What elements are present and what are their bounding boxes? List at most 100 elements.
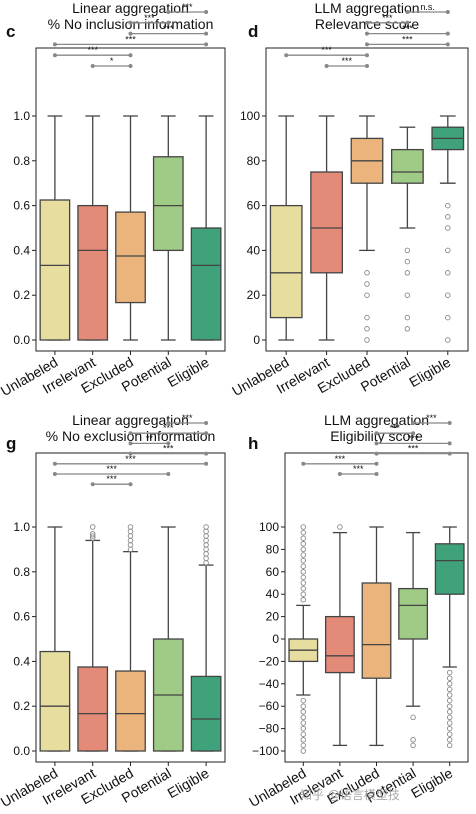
outlier-point [404, 326, 411, 332]
outlier-point [300, 541, 307, 547]
outlier-point [446, 669, 453, 676]
outlier-point [89, 533, 96, 539]
box-iqr [152, 156, 184, 252]
y-tick-label: 40 [247, 243, 261, 257]
outlier-point [404, 314, 411, 321]
outlier-point [127, 542, 134, 548]
outlier-point [446, 697, 453, 704]
box-iqr [361, 582, 392, 679]
significance-label: *** [106, 474, 117, 484]
box-iqr [39, 199, 71, 341]
box-potential [152, 526, 184, 752]
outlier-point [300, 535, 307, 541]
significance-label: *** [106, 464, 117, 474]
bracket-end-dot [166, 10, 171, 14]
outlier-point [364, 326, 370, 332]
outlier-point [446, 720, 453, 726]
chart-title-line-2: Eligibility score [330, 428, 423, 444]
significance-bracket: *** [52, 34, 209, 47]
panel-letter-d: d [248, 22, 258, 41]
significance-bracket: *** [301, 454, 379, 466]
bracket-end-dot [52, 42, 57, 47]
significance-bracket: *** [166, 413, 209, 425]
significance-label: *** [87, 45, 98, 55]
outlier-point [404, 247, 411, 254]
box-eligible [434, 526, 465, 749]
bracket-end-dot [447, 441, 452, 446]
bracket-end-dot [204, 31, 209, 36]
significance-bracket: * [90, 56, 133, 68]
panel-letter-h: h [248, 434, 258, 453]
bracket-end-dot [447, 451, 452, 456]
bracket-end-dot [445, 42, 450, 47]
significance-label: *** [402, 24, 413, 34]
box-unlabeled [39, 115, 71, 341]
y-tick-label: 0.8 [13, 154, 30, 168]
y-tick-label: −100 [252, 744, 279, 758]
box-potential [152, 115, 184, 341]
outlier-point [203, 546, 209, 553]
outlier-point [203, 524, 209, 530]
outlier-point [445, 314, 451, 321]
box-excluded [115, 115, 146, 341]
outlier-point [446, 714, 453, 721]
outlier-point [300, 703, 307, 709]
outlier-point [300, 737, 307, 743]
outlier-point [446, 742, 453, 749]
bracket-end-dot [324, 64, 329, 68]
significance-label: *** [402, 34, 413, 44]
outlier-point [446, 709, 453, 715]
bracket-end-dot [128, 31, 133, 36]
bracket-end-dot [301, 461, 306, 466]
box-irrelevant [324, 524, 355, 747]
y-tick-label: 40 [266, 587, 280, 601]
bracket-end-dot [365, 31, 369, 36]
outlier-point [203, 555, 209, 562]
outlier-point [300, 557, 307, 564]
outlier-point [89, 524, 96, 530]
significance-label: *** [382, 13, 393, 23]
y-tick-label: 0 [253, 333, 260, 347]
y-tick-label: 0.4 [13, 654, 30, 668]
significance-bracket: *** [411, 413, 452, 425]
significance-label: ** [146, 433, 154, 443]
box-iqr [324, 615, 355, 674]
box-eligible [431, 115, 465, 343]
significance-bracket: n.s. [405, 2, 450, 14]
significance-label: *** [426, 413, 437, 423]
bracket-end-dot [166, 20, 171, 25]
box-iqr [115, 211, 146, 304]
significance-bracket: *** [365, 13, 410, 25]
outlier-point [300, 574, 307, 581]
outlier-point [446, 731, 453, 737]
significance-label: *** [144, 13, 155, 23]
significance-label: *** [408, 444, 419, 454]
outlier-point [445, 214, 451, 220]
outlier-point [300, 546, 307, 553]
outlier-point [300, 569, 307, 575]
significance-bracket: *** [52, 45, 133, 58]
bracket-end-dot [128, 441, 133, 446]
outlier-point [300, 731, 307, 737]
bracket-end-dot [411, 421, 416, 425]
outlier-point [300, 563, 307, 569]
bracket-end-dot [405, 10, 410, 14]
x-tick-label: Eligible [165, 765, 212, 802]
y-tick-label: 0.2 [13, 699, 30, 713]
y-tick-label: 0.8 [13, 565, 30, 579]
significance-label: *** [390, 423, 401, 433]
significance-bracket: *** [128, 24, 209, 36]
outlier-point [445, 270, 451, 276]
outlier-point [300, 720, 307, 726]
bracket-end-dot [128, 20, 133, 25]
box-unlabeled [39, 526, 71, 752]
x-tick-label: Eligible [408, 765, 455, 802]
box-potential [398, 531, 429, 749]
y-tick-label: 0.0 [13, 333, 30, 347]
bracket-end-dot [128, 64, 133, 68]
significance-bracket: *** [128, 444, 209, 456]
y-tick-label: 100 [240, 109, 260, 123]
box-iqr [310, 171, 344, 274]
bracket-end-dot [365, 20, 369, 25]
chart-title-line-2: % No exclusion information [46, 428, 216, 444]
